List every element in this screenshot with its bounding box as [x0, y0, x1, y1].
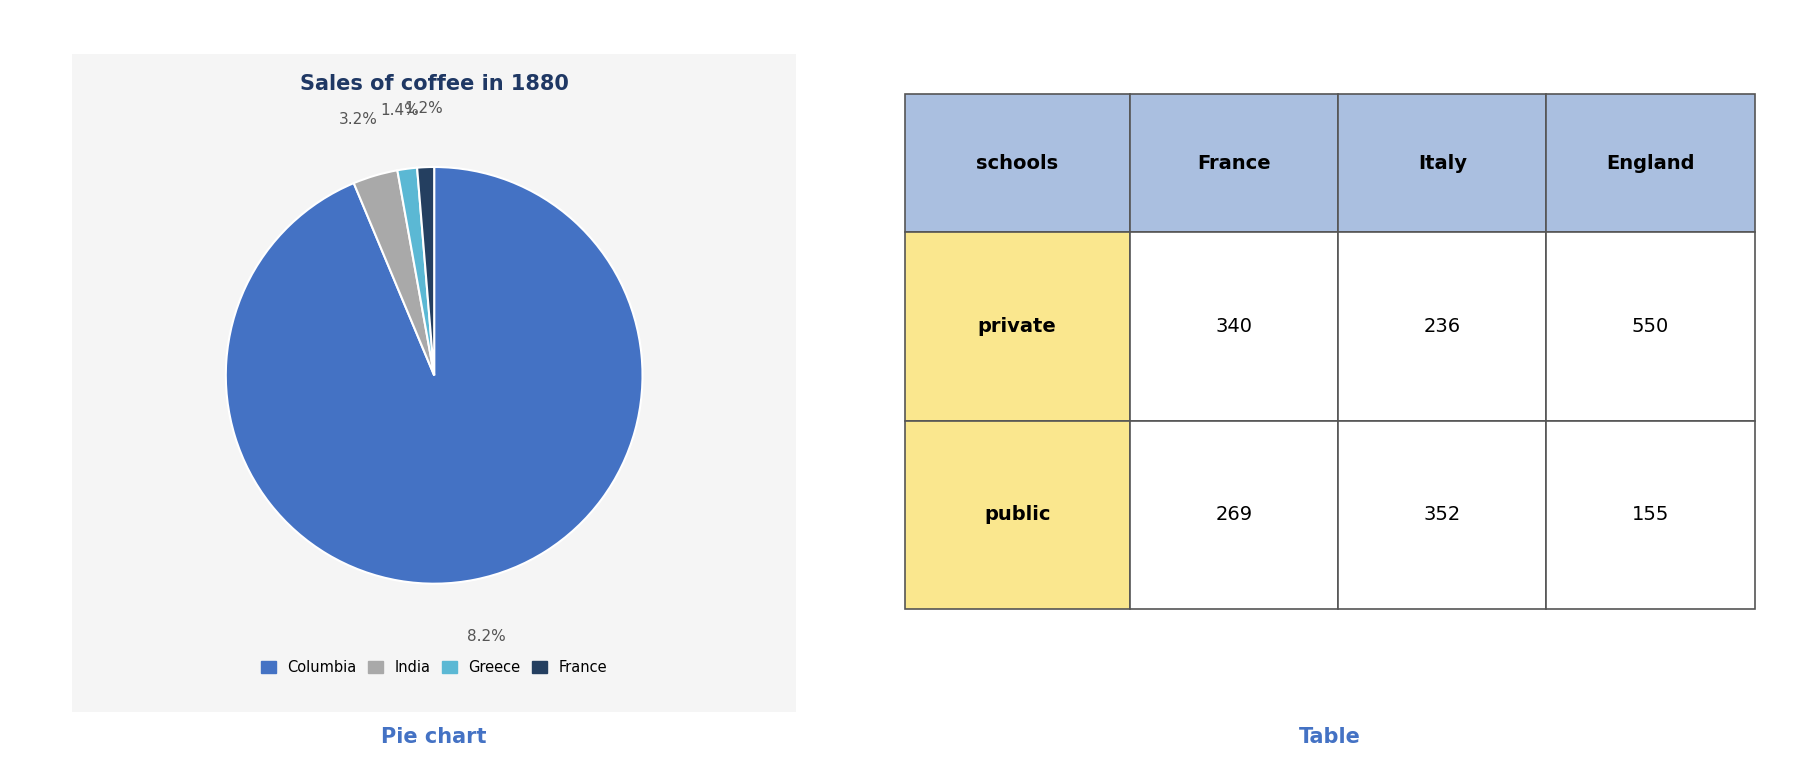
Text: 352: 352 — [1424, 506, 1462, 525]
Bar — [904, 232, 1131, 421]
Text: public: public — [984, 506, 1051, 525]
Title: Sales of coffee in 1880: Sales of coffee in 1880 — [300, 74, 568, 94]
Bar — [1339, 232, 1547, 421]
Wedge shape — [398, 168, 434, 375]
Bar — [904, 94, 1131, 232]
Text: 269: 269 — [1216, 506, 1252, 525]
Text: schools: schools — [977, 154, 1058, 172]
Text: France: France — [1198, 154, 1270, 172]
Text: 1.4%: 1.4% — [380, 103, 420, 119]
Text: 3.2%: 3.2% — [340, 112, 378, 127]
Text: 8.2%: 8.2% — [467, 630, 507, 644]
Bar — [1339, 421, 1547, 609]
Bar — [1547, 421, 1755, 609]
Bar — [904, 421, 1131, 609]
Text: 236: 236 — [1424, 317, 1462, 336]
Legend: Columbia, India, Greece, France: Columbia, India, Greece, France — [255, 654, 613, 680]
Text: 155: 155 — [1632, 506, 1670, 525]
Text: 1.2%: 1.2% — [403, 101, 443, 116]
Wedge shape — [355, 170, 434, 375]
Text: Table: Table — [1299, 727, 1360, 747]
Bar — [1547, 232, 1755, 421]
Wedge shape — [226, 167, 642, 584]
Bar — [1131, 421, 1339, 609]
Bar — [1131, 94, 1339, 232]
Text: 550: 550 — [1632, 317, 1670, 336]
Bar — [1547, 94, 1755, 232]
Text: private: private — [979, 317, 1056, 336]
Text: 340: 340 — [1216, 317, 1252, 336]
Bar — [1339, 94, 1547, 232]
Bar — [1131, 232, 1339, 421]
Text: England: England — [1606, 154, 1695, 172]
Text: Italy: Italy — [1418, 154, 1467, 172]
Wedge shape — [418, 167, 434, 375]
Text: Pie chart: Pie chart — [382, 727, 487, 747]
